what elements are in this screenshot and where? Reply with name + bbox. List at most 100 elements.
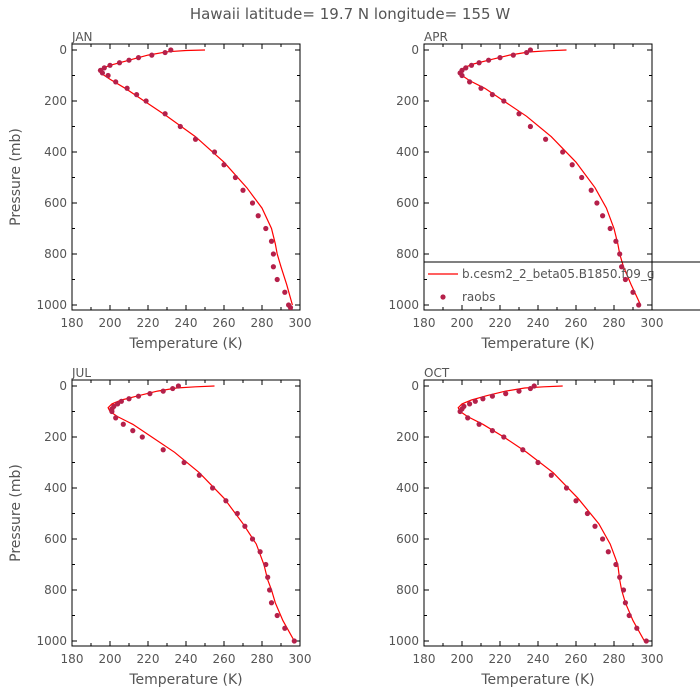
obs-point — [170, 385, 176, 392]
obs-point — [124, 85, 130, 91]
obs-point — [600, 536, 606, 542]
obs-point — [605, 549, 611, 555]
obs-point — [181, 459, 187, 466]
y-tick-label: 1000 — [388, 298, 419, 312]
y-tick-label: 600 — [396, 196, 419, 210]
obs-point — [107, 62, 113, 68]
x-tick-label: 180 — [413, 652, 436, 666]
obs-point — [476, 421, 482, 427]
obs-point — [240, 187, 246, 193]
obs-point — [135, 55, 142, 61]
obs-point — [113, 79, 119, 85]
y-tick-label: 200 — [44, 430, 67, 444]
obs-point — [457, 408, 463, 415]
obs-point — [120, 421, 126, 427]
model-line — [107, 385, 295, 642]
y-tick-label: 0 — [411, 379, 419, 393]
y-tick-label: 1000 — [36, 634, 67, 648]
obs-point — [263, 561, 269, 568]
x-tick-label: 260 — [213, 652, 236, 666]
x-tick-label: 220 — [137, 652, 160, 666]
obs-point — [130, 428, 136, 434]
plot-data — [107, 383, 297, 644]
x-axis-label: Temperature (K) — [480, 336, 594, 352]
obs-point — [270, 251, 276, 257]
obs-point — [524, 49, 530, 56]
plot-frame — [71, 379, 301, 647]
obs-point — [573, 498, 579, 504]
obs-point — [287, 304, 294, 310]
obs-point — [535, 459, 541, 466]
obs-point — [274, 612, 280, 619]
obs-point — [196, 472, 202, 478]
obs-point — [617, 251, 623, 257]
obs-point — [113, 415, 119, 421]
obs-point — [160, 388, 166, 394]
x-axis-label: Temperature (K) — [128, 672, 242, 688]
x-tick-label: 240 — [527, 316, 550, 330]
obs-point — [126, 396, 132, 402]
obs-point — [162, 49, 168, 56]
panel-title: OCT — [424, 366, 450, 380]
x-tick-label: 300 — [289, 652, 312, 666]
obs-point — [459, 72, 465, 79]
obs-point — [520, 447, 526, 453]
obs-point — [617, 574, 623, 580]
chart-panel-oct: 180 200 220 240 260 280 300 0 200 400 600 800 1000 OC… — [388, 366, 663, 688]
obs-point — [527, 47, 534, 53]
y-tick-label: 0 — [59, 379, 67, 393]
obs-point — [548, 472, 554, 478]
y-tick-label: 400 — [44, 145, 67, 159]
x-tick-label: 300 — [289, 316, 312, 330]
obs-point — [210, 485, 216, 491]
x-axis-label: Temperature (K) — [128, 336, 242, 352]
x-tick-label: 240 — [175, 652, 198, 666]
chart-panel-apr: 180 200 220 240 260 280 300 0 200 400 600 800 1000 AP… — [388, 30, 700, 352]
obs-point — [501, 98, 507, 104]
obs-point — [531, 383, 537, 389]
obs-point — [249, 536, 256, 542]
y-tick-label: 1000 — [36, 298, 67, 312]
obs-point — [619, 264, 625, 270]
obs-point — [109, 408, 115, 415]
x-tick-label: 260 — [565, 652, 588, 666]
obs-point — [242, 523, 248, 529]
obs-point — [139, 434, 145, 440]
legend-obs-swatch — [440, 294, 446, 300]
plot-frame — [71, 43, 301, 311]
x-tick-label: 240 — [175, 316, 198, 330]
x-tick-label: 280 — [251, 652, 274, 666]
obs-point — [223, 498, 229, 504]
x-tick-label: 260 — [565, 316, 588, 330]
obs-point — [626, 612, 632, 619]
x-tick-label: 180 — [61, 652, 84, 666]
obs-point — [168, 47, 174, 53]
x-tick-label: 240 — [527, 652, 550, 666]
obs-point — [467, 79, 473, 85]
obs-point — [134, 92, 140, 98]
obs-point — [613, 561, 619, 568]
plot-frame — [423, 379, 653, 647]
obs-point — [560, 149, 566, 155]
panel-title: JUL — [71, 366, 91, 380]
plot-data — [457, 383, 649, 644]
x-tick-label: 300 — [641, 316, 664, 330]
x-tick-label: 180 — [61, 316, 84, 330]
obs-point — [270, 264, 276, 270]
panel-title: JAN — [71, 30, 93, 44]
x-axis-label: Temperature (K) — [480, 672, 594, 688]
y-tick-label: 600 — [44, 196, 67, 210]
obs-point — [162, 111, 168, 117]
obs-point — [592, 523, 598, 529]
obs-point — [147, 391, 153, 397]
obs-point — [516, 388, 522, 394]
obs-point — [249, 200, 256, 206]
obs-point — [497, 55, 503, 61]
obs-point — [600, 213, 606, 219]
page-title: Hawaii latitude= 19.7 N longitude= 155 W — [190, 5, 510, 23]
obs-point — [115, 401, 121, 407]
obs-point — [503, 391, 509, 397]
y-tick-label: 600 — [396, 532, 419, 546]
